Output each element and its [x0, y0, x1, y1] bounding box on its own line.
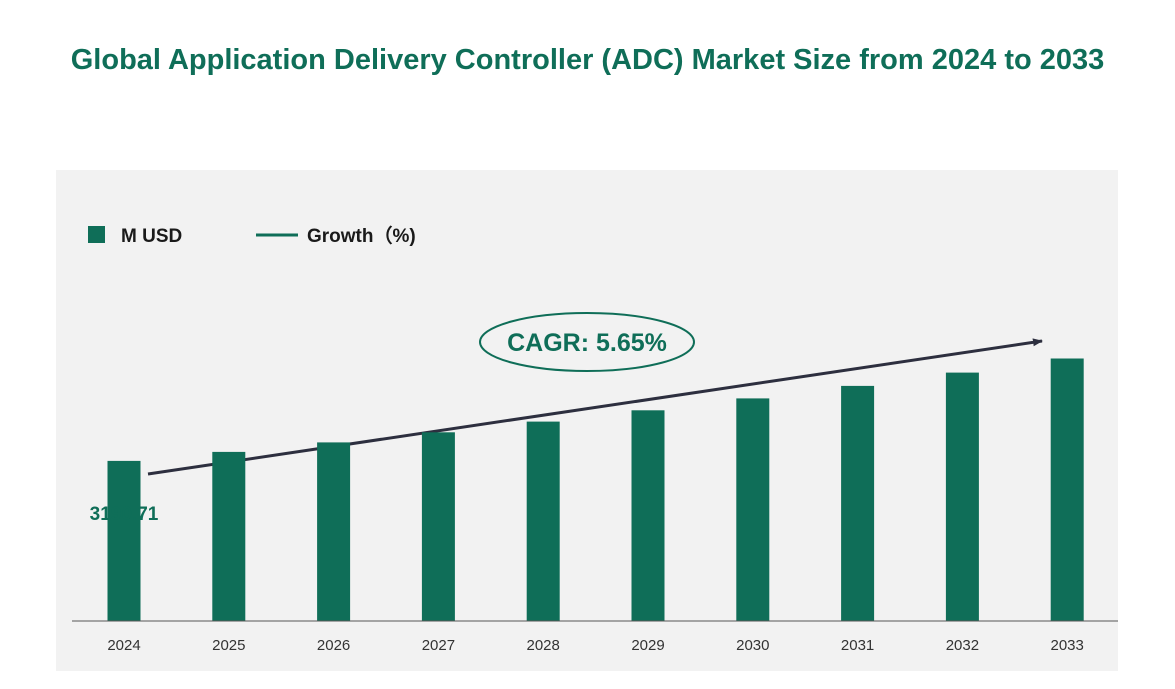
bar-2031	[841, 385, 875, 621]
x-tick-2024: 2024	[107, 637, 140, 654]
data-label-2024: 3190.71	[90, 504, 159, 525]
x-tick-2025: 2025	[212, 637, 245, 654]
x-tick-2033: 2033	[1051, 637, 1084, 654]
bar-2028	[526, 421, 560, 621]
legend-bar-swatch	[88, 226, 105, 243]
cagr-label: CAGR: 5.65%	[507, 329, 667, 357]
bar-2025	[212, 451, 246, 621]
x-tick-labels: 2024 2025 2026 2027 2028 2029 2030 2031 2032 2033	[107, 637, 1084, 654]
x-tick-2027: 2027	[422, 637, 455, 654]
bar-2030	[736, 398, 770, 621]
bars-group	[107, 358, 1084, 621]
trend-arrow	[147, 338, 1043, 476]
chart-legend: M USD Growth（%)	[88, 224, 416, 247]
bar-2024	[107, 460, 141, 621]
bar-2033	[1050, 358, 1084, 621]
x-tick-2028: 2028	[527, 637, 560, 654]
legend-line-label: Growth（%)	[307, 224, 416, 247]
x-tick-2030: 2030	[736, 637, 769, 654]
x-tick-2031: 2031	[841, 637, 874, 654]
cagr-ellipse	[479, 312, 695, 372]
bar-2029	[631, 410, 665, 621]
cagr-annotation: CAGR: 5.65%	[479, 312, 695, 372]
x-tick-2032: 2032	[946, 637, 979, 654]
page-title: Global Application Delivery Controller (…	[70, 44, 1105, 76]
bar-2027	[421, 432, 455, 621]
bar-2032	[945, 372, 979, 621]
x-tick-2029: 2029	[631, 637, 664, 654]
bar-2026	[317, 442, 351, 621]
legend-bar-label: M USD	[121, 226, 182, 247]
x-tick-2026: 2026	[317, 637, 350, 654]
